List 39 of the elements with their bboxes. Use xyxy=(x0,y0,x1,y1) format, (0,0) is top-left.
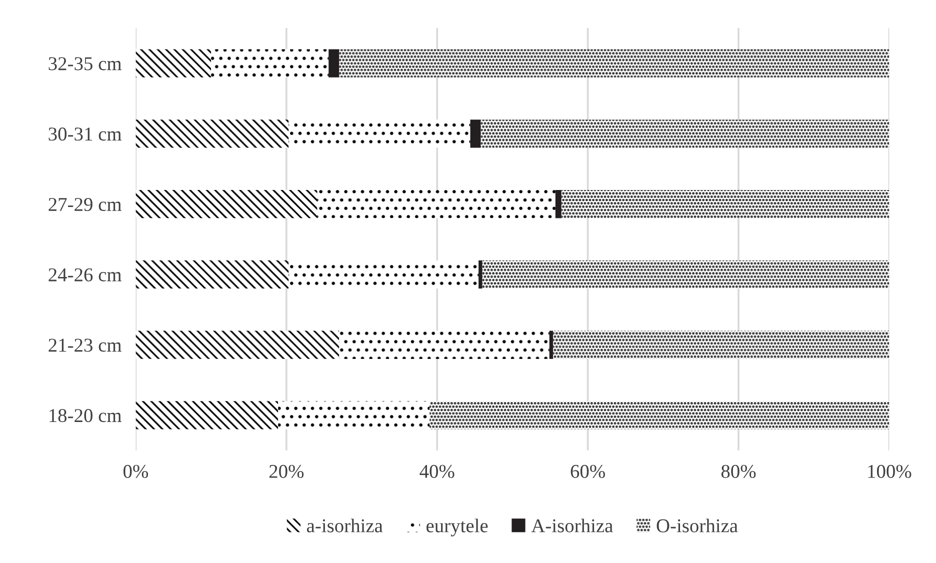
bar xyxy=(430,401,890,430)
y-tick-label: 24-26 cm xyxy=(48,268,122,282)
y-tick-label: 21-23 cm xyxy=(48,338,122,352)
bar xyxy=(317,190,556,218)
y-tick-label: 27-29 cm xyxy=(48,198,122,212)
bar xyxy=(478,260,482,289)
bar xyxy=(561,190,890,218)
x-tick-label: 0% xyxy=(124,464,148,478)
bar xyxy=(549,330,554,359)
y-tick-label: 18-20 cm xyxy=(50,409,122,422)
x-tick-label: 100% xyxy=(868,464,912,478)
bar xyxy=(339,330,550,359)
legend-label: A-isorhiza xyxy=(531,518,613,532)
x-tick-label: 40% xyxy=(420,464,454,478)
bar xyxy=(136,401,278,430)
x-tick-label: 20% xyxy=(269,464,304,478)
bar xyxy=(288,260,479,289)
bar xyxy=(555,190,562,218)
bar xyxy=(136,190,318,218)
legend-label: eurytele xyxy=(426,518,488,536)
bar xyxy=(482,260,890,289)
bar xyxy=(136,330,340,359)
bar xyxy=(470,120,481,148)
bar xyxy=(553,330,890,359)
y-tick-label: 32-35 cm xyxy=(48,57,122,70)
bar xyxy=(136,260,289,289)
bar xyxy=(278,401,430,430)
x-tick-label: 80% xyxy=(721,464,756,478)
bar xyxy=(339,49,890,78)
bar xyxy=(211,49,329,78)
y-tick-label: 30-31 cm xyxy=(48,128,122,141)
bar xyxy=(136,120,289,148)
bar xyxy=(480,120,890,148)
x-tick-label: 60% xyxy=(570,464,605,478)
bar xyxy=(288,120,470,148)
bar xyxy=(136,49,212,78)
legend-label: O-isorhiza xyxy=(656,518,738,532)
bar xyxy=(328,49,340,78)
legend-label: a-isorhiza xyxy=(306,518,383,532)
